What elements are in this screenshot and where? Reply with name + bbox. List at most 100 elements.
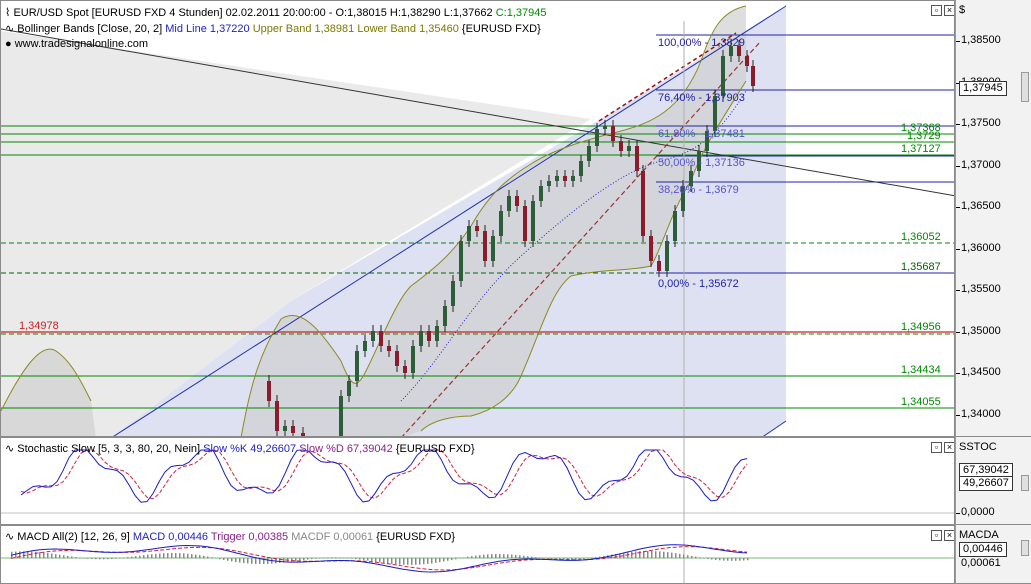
stochastic-axis[interactable]: SSTOC 67,39042 49,26607 0,0000 xyxy=(955,437,1031,525)
candle-body xyxy=(547,181,551,186)
candle-body xyxy=(395,351,399,366)
macd-histogram-bar xyxy=(547,558,549,559)
macd-axis-scrollbar[interactable] xyxy=(1021,540,1029,556)
macd-histogram-bar xyxy=(207,556,209,559)
main-header-line3: ● www.tradesignalonline.com xyxy=(5,38,148,50)
stoch-zero-tick xyxy=(956,513,960,514)
macd-histogram-bar xyxy=(195,554,197,559)
candle-body xyxy=(267,381,271,401)
macd-chart[interactable] xyxy=(1,526,955,584)
macd-histogram-bar xyxy=(475,555,477,559)
price-axis-scrollbar[interactable] xyxy=(1021,72,1029,102)
macd-histogram-bar xyxy=(203,555,205,559)
candle-body xyxy=(427,331,431,341)
upper-trendline xyxy=(113,5,787,436)
macd-histogram-bar xyxy=(411,558,413,565)
macd-histogram-bar xyxy=(355,558,357,560)
candle-body xyxy=(729,46,733,56)
stochastic-pane[interactable]: ∿ Stochastic Slow [5, 3, 3, 80, 20, Nein… xyxy=(0,437,955,525)
macd-histogram-bar xyxy=(735,558,737,561)
bollinger-title: Bollinger Bands [Close, 20, 2] xyxy=(17,23,163,35)
instrument-icon: ⌇ xyxy=(5,7,11,19)
candle-body xyxy=(713,96,717,131)
macd-histogram-bar xyxy=(691,555,693,559)
macd-histogram xyxy=(11,550,749,565)
level-label-35687: 1,35687 xyxy=(901,261,941,273)
fib-label-0: 0,00% - 1,35672 xyxy=(658,278,739,290)
stoch-pane-buttons: ▫ × xyxy=(931,442,954,453)
price-axis[interactable]: $ 1,385001,380001,375001,370001,365001,3… xyxy=(955,0,1031,437)
price-axis-tick-mark xyxy=(956,166,960,167)
stochastic-chart[interactable] xyxy=(1,438,955,525)
price-chart[interactable]: 100,00% - 1,3829 76,40% - 1,37903 61,80%… xyxy=(1,1,955,437)
candle-body xyxy=(555,176,559,181)
candle-body xyxy=(627,146,631,151)
macd-trigger-value: Trigger 0,00385 xyxy=(210,531,289,543)
stoch-close-button[interactable]: × xyxy=(944,442,954,453)
macd-histogram-bar xyxy=(295,558,297,562)
macd-histogram-bar xyxy=(191,554,193,559)
macd-histogram-bar xyxy=(427,558,429,564)
macd-histogram-bar xyxy=(719,558,721,561)
lower-channel-line xyxy=(763,420,787,436)
price-axis-tick-mark xyxy=(956,83,960,84)
macd-histogram-bar xyxy=(499,554,501,559)
macd-histogram-bar xyxy=(747,558,749,561)
macd-histogram-bar xyxy=(567,558,569,560)
macd-maximize-button[interactable]: ▫ xyxy=(931,530,942,541)
macd-histogram-bar xyxy=(215,557,217,559)
website-text: www.tradesignalonline.com xyxy=(14,38,149,50)
level-label-34434: 1,34434 xyxy=(901,364,941,376)
macd-histogram-bar xyxy=(331,557,333,559)
macd-histogram-bar xyxy=(655,551,657,559)
macd-histogram-bar xyxy=(459,558,461,559)
macd-histogram-bar xyxy=(119,557,121,559)
price-chart-pane[interactable]: 100,00% - 1,3829 76,40% - 1,37903 61,80%… xyxy=(0,0,955,437)
macd-close-button[interactable]: × xyxy=(944,530,954,541)
candle-body xyxy=(697,151,701,171)
level-label-34956: 1,34956 xyxy=(901,321,941,333)
maximize-pane-button[interactable]: ▫ xyxy=(931,5,942,16)
candle-body xyxy=(339,396,343,436)
candle-body xyxy=(721,56,725,96)
macd-histogram-bar xyxy=(591,557,593,559)
macd-histogram-bar xyxy=(199,555,201,559)
bollinger-midline xyxy=(400,90,747,402)
macd-histogram-bar xyxy=(155,553,157,559)
macd-histogram-bar xyxy=(239,558,241,563)
candle-body xyxy=(681,186,685,211)
macd-histogram-bar xyxy=(615,553,617,559)
candle-body xyxy=(665,241,669,271)
stoch-axis-scrollbar[interactable] xyxy=(1021,475,1029,491)
macd-histogram-bar xyxy=(63,555,65,559)
macd-histogram-bar xyxy=(363,558,365,561)
macd-histogram-bar xyxy=(71,556,73,559)
macd-histogram-bar xyxy=(123,557,125,559)
macd-histogram-bar xyxy=(527,556,529,559)
macd-histogram-bar xyxy=(367,558,369,561)
macd-histogram-bar xyxy=(535,557,537,559)
close-pane-button[interactable]: × xyxy=(944,5,954,16)
price-axis-tick-label: 1,36000 xyxy=(961,242,1001,254)
macd-histogram-bar xyxy=(415,558,417,565)
macd-histogram-bar xyxy=(519,555,521,559)
price-axis-tick-mark xyxy=(956,332,960,333)
macd-histogram-bar xyxy=(739,558,741,561)
candle-body xyxy=(515,196,519,206)
macd-histogram-bar xyxy=(715,558,717,560)
macd-histogram-bar xyxy=(471,556,473,559)
level-label-37127: 1,37127 xyxy=(901,143,941,155)
macd-axis[interactable]: MACDA 0,00446 0,00061 xyxy=(955,525,1031,584)
macd-histogram-bar xyxy=(103,558,105,560)
price-axis-tick-mark xyxy=(956,290,960,291)
level-label-37368: 1,37368 xyxy=(901,122,941,134)
stoch-maximize-button[interactable]: ▫ xyxy=(931,442,942,453)
macd-histogram-bar xyxy=(131,556,133,559)
bollinger-upper xyxy=(1,5,747,436)
current-price-box: 1,37945 xyxy=(959,81,1007,96)
macd-pane[interactable]: ∿ MACD All(2) [12, 26, 9] MACD 0,00446 T… xyxy=(0,525,955,584)
macd-histogram-bar xyxy=(327,557,329,559)
macd-histogram-bar xyxy=(135,556,137,559)
macd-histogram-bar xyxy=(259,558,261,565)
